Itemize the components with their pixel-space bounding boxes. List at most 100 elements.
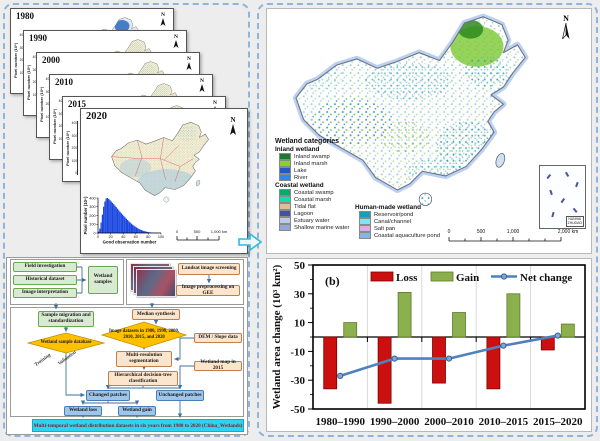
histogram-bar (110, 201, 112, 233)
histogram-bar (106, 198, 109, 233)
legend-item: Estuary water (275, 217, 349, 224)
legend-group-header: Inland wetland (275, 146, 320, 153)
flow-image-datasets: Image datasets in 1980, 1990, 2000, 2010… (108, 328, 180, 340)
island-dash (546, 174, 551, 179)
net-change-marker (500, 342, 507, 349)
legend-group-header: Coastal wetland (275, 182, 324, 189)
legend-label: Lake (294, 167, 307, 174)
legend-item: Lagoon (275, 210, 349, 217)
island-dash (551, 211, 555, 217)
map-scalebar: 0 500 1,000 2,000 km (443, 229, 583, 245)
svg-text:40: 40 (121, 235, 125, 239)
panel-year-label: 1980 (16, 11, 34, 21)
right-panel-border (257, 3, 598, 437)
legend-label: Canal/channel (374, 218, 412, 225)
connector-arrow-icon (238, 232, 262, 252)
net-change-marker (445, 355, 453, 362)
flow-sample-database: Wetland sample database (40, 339, 92, 345)
map-panel-2020: 2020 N 0 100 200 300 400 0 20 40 60 80 100 Good obs… (80, 108, 248, 254)
legend-item: Tidal flat (275, 203, 349, 210)
svg-text:0: 0 (97, 235, 99, 239)
histogram-bar (120, 213, 122, 233)
flow-median-synthesis: Median synthesis (132, 309, 180, 320)
panel-year-label: 2020 (86, 111, 107, 122)
legend-title: Wetland categories (275, 138, 340, 145)
svg-text:300: 300 (89, 205, 95, 209)
x-category-label: 2015–2020 (533, 416, 583, 428)
histogram-bar (142, 230, 144, 233)
flow-gee-preprocessing: Image preprocessing on GEE (176, 284, 240, 296)
legend-label: River (294, 174, 308, 181)
histogram-bar (124, 217, 126, 233)
legend-label: Coastal aquaculture pond (374, 232, 441, 239)
left-panel-border (3, 3, 250, 437)
legend-swatch (279, 224, 291, 231)
panel-year-label: 1990 (29, 33, 47, 43)
wetland-change-chart: 50 30 10 -10 -30 -50 1980–1990 1990–2000 2000–20… (266, 258, 592, 432)
histogram-bar (138, 228, 140, 233)
legend-item: Lake (275, 167, 349, 174)
china-wetland-map (292, 13, 529, 206)
landsat-thumbnail (136, 269, 176, 297)
svg-text:80: 80 (146, 235, 150, 239)
svg-text:400: 400 (89, 196, 95, 200)
flow-unchanged-patches: Unchanged patches (156, 390, 204, 401)
histogram-bar (133, 225, 135, 233)
net-change-marker (391, 355, 398, 362)
loss-bar (377, 336, 392, 404)
legend-label: Reservoir/pond (374, 211, 414, 218)
svg-text:100: 100 (89, 223, 95, 227)
histogram-bar (103, 206, 105, 233)
north-compass-icon: N (199, 78, 205, 92)
legend-item: Coastal aquaculture pond (355, 232, 440, 239)
histogram-bar (135, 227, 138, 233)
flow-segmentation: Multi-resolution segmentation (116, 351, 172, 367)
y-tick-label: 50 (294, 260, 306, 272)
legend-label: Coastal marsh (294, 196, 332, 203)
svg-text:60: 60 (134, 235, 138, 239)
histogram-bar (104, 201, 106, 233)
legend-item: Inland swamp (275, 153, 349, 160)
legend-item: Reservoir/pond (355, 211, 440, 218)
legend-label: Coastal swamp (294, 189, 334, 196)
gain-bar (560, 323, 575, 338)
gain-bar (343, 322, 358, 338)
legend-swatch (279, 196, 291, 203)
north-compass-icon: N (229, 116, 237, 135)
panel-year-label: 2000 (42, 55, 60, 65)
legend-label: Lagoon (294, 210, 314, 217)
north-compass-icon: N (561, 15, 571, 39)
inset-label: NANHAI ZHUDAO (565, 216, 584, 227)
island-dash (575, 181, 579, 187)
legend-gain-swatch (430, 271, 454, 282)
legend-item: Salt pan (355, 225, 440, 232)
legend-swatch (279, 217, 291, 224)
china-minimap-2020 (111, 122, 209, 203)
histogram-bar (98, 231, 100, 233)
legend-net-marker (500, 273, 508, 280)
panel-label: (b) (325, 274, 340, 288)
histogram-bar (132, 224, 134, 233)
histogram-bar (144, 231, 146, 233)
legend-label: Inland marsh (294, 160, 328, 167)
legend-swatch (359, 225, 371, 232)
y-tick-label: 30 (294, 289, 306, 301)
legend-swatch (279, 153, 291, 160)
loss-bar (486, 336, 501, 390)
legend-item: Coastal marsh (275, 196, 349, 203)
svg-text:200: 200 (89, 214, 95, 218)
histogram-bar (147, 231, 149, 233)
flow-wetland-map-2015: Wetland map in 2015 (194, 359, 242, 371)
legend-group-header: Human-made wetland (355, 204, 422, 211)
map-legend: Wetland categories Inland wetland Inland … (275, 138, 349, 231)
gain-bar (506, 293, 521, 338)
flow-historical-dataset: Historical dataset (13, 275, 77, 285)
histogram-bar (125, 218, 127, 233)
histogram-bar (116, 208, 119, 233)
legend-swatch (359, 218, 371, 225)
legend-item: River (275, 174, 349, 181)
flow-wetland-gain: Wetland gain (118, 406, 156, 416)
histogram-bar (108, 198, 110, 233)
gain-bar (452, 312, 466, 338)
